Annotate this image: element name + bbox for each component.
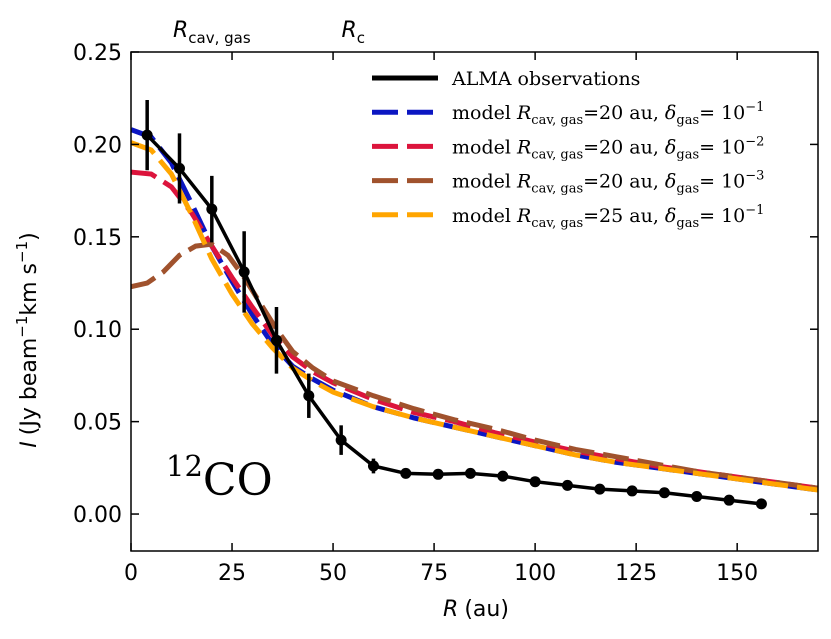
legend-label-model-3: model Rcav, gas=20 au, δgas= 10−3 bbox=[452, 169, 764, 197]
legend-label-model-4: model Rcav, gas=25 au, δgas= 10−1 bbox=[452, 203, 764, 231]
observation-point bbox=[755, 498, 767, 510]
observation-point bbox=[723, 494, 735, 506]
observation-point bbox=[626, 485, 638, 497]
observation-point bbox=[238, 266, 250, 278]
observation-point bbox=[206, 203, 218, 215]
x-tick-label: 125 bbox=[615, 561, 657, 586]
observation-point bbox=[529, 476, 541, 488]
y-tick-label: 0.05 bbox=[73, 411, 122, 436]
x-tick-label: 75 bbox=[420, 561, 448, 586]
y-tick-label: 0.10 bbox=[73, 318, 122, 343]
y-tick-label: 0.00 bbox=[73, 503, 122, 528]
top-label-1: Rcav, gas bbox=[173, 18, 251, 47]
observation-point bbox=[497, 470, 509, 482]
observation-point bbox=[691, 490, 703, 502]
x-tick-label: 25 bbox=[218, 561, 246, 586]
model-line-3 bbox=[131, 241, 818, 491]
observation-point bbox=[464, 467, 476, 479]
y-axis-title: I(Jy beam−1km s−1) bbox=[13, 232, 42, 447]
y-tick-label: 0.25 bbox=[73, 41, 122, 66]
plot-frame bbox=[130, 51, 819, 552]
observations-layer bbox=[141, 100, 767, 510]
observation-point bbox=[658, 487, 670, 499]
observation-point bbox=[173, 162, 185, 174]
x-tick-label: 50 bbox=[319, 561, 347, 586]
legend-label-model-1: model Rcav, gas=20 au, δgas= 10−1 bbox=[452, 100, 764, 128]
x-axis-ticks: 0 25 50 75 100 125 150 bbox=[124, 52, 758, 586]
observation-point bbox=[270, 334, 282, 346]
observation-point bbox=[303, 390, 315, 402]
legend-label-model-2: model Rcav, gas=20 au, δgas= 10−2 bbox=[452, 134, 764, 162]
top-labels: Rcav, gas Rc bbox=[173, 18, 365, 47]
observation-point bbox=[400, 467, 412, 479]
top-label-2: Rc bbox=[341, 18, 365, 47]
observation-point bbox=[335, 434, 347, 446]
observation-point bbox=[141, 129, 153, 141]
observation-point bbox=[367, 460, 379, 472]
observation-point bbox=[594, 483, 606, 495]
y-axis-ticks: 0.00 0.05 0.10 0.15 0.20 0.25 bbox=[73, 41, 818, 528]
model-line-4 bbox=[131, 140, 818, 493]
observation-point bbox=[432, 468, 444, 480]
legend-label-observations: ALMA observations bbox=[451, 68, 640, 90]
x-tick-label: 100 bbox=[514, 561, 556, 586]
observation-point bbox=[561, 479, 573, 491]
y-tick-label: 0.20 bbox=[73, 133, 122, 158]
legend: ALMA observations model Rcav, gas=20 au, … bbox=[372, 68, 764, 231]
x-axis-title: R (au) bbox=[443, 597, 509, 622]
y-tick-label: 0.15 bbox=[73, 226, 122, 251]
x-tick-label: 150 bbox=[716, 561, 758, 586]
x-tick-label: 0 bbox=[124, 561, 138, 586]
species-annotation: 12CO bbox=[166, 449, 273, 506]
plot-lines bbox=[131, 127, 818, 493]
